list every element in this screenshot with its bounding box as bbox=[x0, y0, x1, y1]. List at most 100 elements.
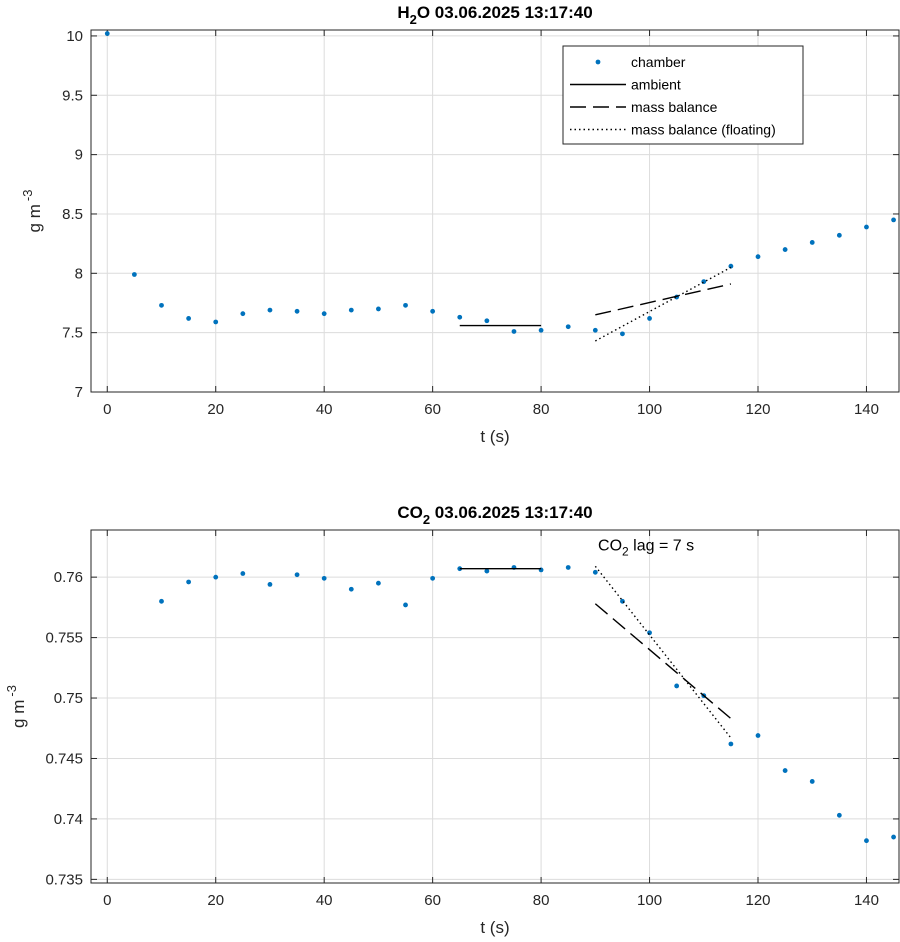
legend-label: mass balance bbox=[631, 99, 718, 115]
chamber-point bbox=[647, 630, 652, 636]
chamber-point bbox=[186, 579, 192, 585]
x-tick-label: 80 bbox=[533, 892, 550, 909]
y-tick-label: 8 bbox=[75, 265, 83, 282]
y-tick-label: 0.74 bbox=[54, 811, 83, 828]
x-tick-label: 140 bbox=[854, 401, 879, 418]
x-tick-label: 60 bbox=[424, 401, 441, 418]
chamber-point bbox=[240, 311, 246, 317]
mass-balance-line bbox=[594, 603, 732, 720]
legend-marker-chamber bbox=[595, 59, 601, 65]
x-tick-label: 20 bbox=[207, 401, 224, 418]
chamber-point bbox=[891, 217, 896, 223]
chamber-point bbox=[565, 565, 571, 570]
x-tick-label: 100 bbox=[637, 401, 662, 418]
chamber-point bbox=[484, 568, 490, 574]
chamber-point bbox=[864, 838, 869, 844]
mass-balance-floating-line bbox=[594, 266, 732, 342]
y-tick-label: 9.5 bbox=[62, 87, 83, 104]
x-tick-label: 100 bbox=[637, 892, 662, 909]
x-tick-label: 0 bbox=[103, 401, 111, 418]
chamber-point bbox=[809, 779, 815, 784]
chamber-point bbox=[864, 224, 869, 230]
chamber-point bbox=[620, 598, 625, 604]
chamber-point bbox=[592, 569, 598, 575]
y-tick-label: 9 bbox=[75, 147, 83, 164]
chamber-point bbox=[782, 247, 788, 252]
chamber-point bbox=[755, 254, 761, 260]
chamber-point bbox=[348, 586, 354, 592]
mass-balance-floating-line bbox=[594, 565, 732, 739]
y-axis-label: g m-3 bbox=[20, 190, 44, 233]
chamber-point bbox=[836, 232, 842, 238]
axes-box bbox=[90, 529, 900, 884]
chamber-point bbox=[240, 571, 246, 576]
y-tick-label: 0.76 bbox=[54, 569, 83, 586]
chamber-point bbox=[294, 308, 300, 314]
chamber-point bbox=[728, 741, 734, 747]
x-tick-label: 120 bbox=[745, 401, 770, 418]
chamber-point bbox=[809, 240, 815, 245]
x-tick-label: 40 bbox=[316, 892, 333, 909]
chamber-point bbox=[213, 319, 219, 325]
x-tick-label: 20 bbox=[207, 892, 224, 909]
legend: chamber ambient mass balance mass balance (… bbox=[562, 45, 804, 145]
legend-box bbox=[562, 45, 804, 145]
chamber-point bbox=[565, 324, 571, 330]
co2-lag-annotation: CO2 lag = 7 s bbox=[598, 538, 694, 559]
chamber-point bbox=[484, 318, 490, 324]
mass-balance-line bbox=[595, 283, 732, 316]
chamber-point bbox=[186, 316, 192, 321]
axes-box bbox=[90, 29, 900, 393]
legend-label: mass balance (floating) bbox=[631, 122, 776, 138]
chamber-point bbox=[538, 327, 544, 333]
x-tick-label: 40 bbox=[316, 401, 333, 418]
x-tick-label: 140 bbox=[854, 892, 879, 909]
legend-label: chamber bbox=[631, 54, 686, 70]
y-tick-label: 7 bbox=[75, 384, 83, 401]
chamber-point bbox=[159, 302, 164, 308]
chamber-point bbox=[701, 279, 707, 285]
chamber-point bbox=[457, 314, 463, 320]
y-tick-label: 0.745 bbox=[45, 750, 83, 767]
chamber-point bbox=[782, 768, 788, 773]
chamber-point bbox=[836, 812, 842, 818]
chart-title-co2: CO2 03.06.2025 13:17:40 bbox=[397, 503, 592, 527]
chamber-point bbox=[348, 307, 354, 313]
chamber-point bbox=[267, 582, 273, 587]
chamber-point bbox=[511, 329, 517, 334]
x-axis-label: t (s) bbox=[480, 918, 509, 937]
chamber-point bbox=[755, 733, 761, 738]
chamber-point bbox=[674, 683, 680, 689]
chamber-point bbox=[213, 574, 219, 580]
chamber-point bbox=[267, 307, 273, 313]
y-tick-label: 8.5 bbox=[62, 206, 83, 223]
x-tick-label: 120 bbox=[745, 892, 770, 909]
chart-0: 0 20 40 60 80 100 120 140 7 7.5 8 8.5 9 9.5 10 t (s) g m… bbox=[20, 3, 900, 446]
legend-label: ambient bbox=[631, 77, 681, 93]
x-tick-label: 60 bbox=[424, 892, 441, 909]
chamber-point bbox=[647, 316, 652, 321]
chamber-point bbox=[131, 272, 137, 277]
chamber-point bbox=[321, 311, 327, 317]
chamber-point bbox=[891, 834, 896, 840]
chamber-point bbox=[376, 306, 381, 312]
chamber-point bbox=[104, 31, 110, 36]
x-tick-label: 0 bbox=[103, 892, 111, 909]
chamber-point bbox=[592, 327, 598, 333]
chamber-point bbox=[376, 580, 381, 586]
x-axis-label: t (s) bbox=[480, 427, 509, 446]
y-tick-label: 0.735 bbox=[45, 871, 83, 888]
y-tick-label: 7.5 bbox=[62, 325, 83, 342]
chamber-point bbox=[620, 331, 625, 337]
chamber-point bbox=[430, 308, 436, 314]
chart-1: 0 20 40 60 80 100 120 140 0.735 0.74 0.745 0.75 0.75… bbox=[4, 503, 900, 937]
x-tick-label: 80 bbox=[533, 401, 550, 418]
chamber-point bbox=[294, 572, 300, 578]
chamber-point bbox=[403, 602, 408, 608]
chamber-point bbox=[159, 598, 164, 604]
chamber-point bbox=[321, 575, 327, 581]
chart-title-h2o: H2O 03.06.2025 13:17:40 bbox=[397, 3, 592, 27]
y-tick-label: 0.755 bbox=[45, 630, 83, 647]
chamber-point bbox=[403, 302, 408, 308]
